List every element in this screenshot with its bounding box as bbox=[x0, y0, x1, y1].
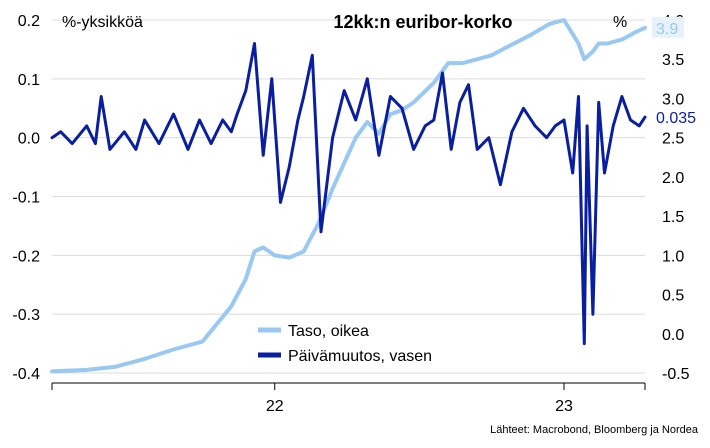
x-axis: 22 23 bbox=[51, 382, 646, 415]
legend-label-paivamuutos: Päivämuutos, vasen bbox=[288, 348, 432, 365]
source-note: Lähteet: Macrobond, Bloomberg ja Nordea bbox=[490, 424, 699, 436]
right-tick-label: 3.0 bbox=[662, 91, 684, 108]
legend: Taso, oikea Päivämuutos, vasen bbox=[258, 323, 432, 365]
right-tick-label: 0.5 bbox=[662, 288, 684, 305]
legend-label-taso: Taso, oikea bbox=[288, 323, 369, 340]
x-tick-label: 22 bbox=[266, 398, 284, 415]
gridlines bbox=[52, 19, 645, 374]
right-tick-label: -0.5 bbox=[662, 366, 690, 383]
left-tick-label: -0.4 bbox=[12, 366, 40, 383]
right-tick-label: 1.0 bbox=[662, 248, 684, 265]
left-tick-label: 0.2 bbox=[18, 13, 40, 30]
right-axis: 4.03.53.02.52.01.51.00.50.0-0.5 bbox=[662, 13, 690, 383]
last-value-taso: 3.9 bbox=[656, 21, 678, 38]
left-tick-label: -0.1 bbox=[12, 190, 40, 207]
left-tick-label: -0.2 bbox=[12, 248, 40, 265]
right-axis-unit: % bbox=[613, 14, 627, 31]
left-tick-label: -0.3 bbox=[12, 307, 40, 324]
x-tick-label: 23 bbox=[555, 398, 573, 415]
left-axis: 0.2 0.1 0.0 -0.1 -0.2 -0.3 -0.4 bbox=[12, 13, 40, 383]
series-layer: 3.9 0.035 bbox=[50, 16, 696, 374]
left-tick-label: 0.1 bbox=[18, 72, 40, 89]
series-line-taso bbox=[50, 18, 647, 374]
right-tick-label: 3.5 bbox=[662, 52, 684, 69]
right-tick-label: 2.0 bbox=[662, 170, 684, 187]
left-axis-unit: %-yksikköä bbox=[62, 14, 143, 31]
right-tick-label: 2.5 bbox=[662, 131, 684, 148]
left-tick-label: 0.0 bbox=[18, 131, 40, 148]
series-line-paivamuutos bbox=[50, 42, 647, 346]
last-value-paivamuutos: 0.035 bbox=[656, 110, 696, 127]
right-tick-label: 1.5 bbox=[662, 209, 684, 226]
chart-title: 12kk:n euribor-korko bbox=[333, 12, 512, 32]
last-value-badge-taso bbox=[652, 16, 684, 38]
right-tick-label: 0.0 bbox=[662, 327, 684, 344]
